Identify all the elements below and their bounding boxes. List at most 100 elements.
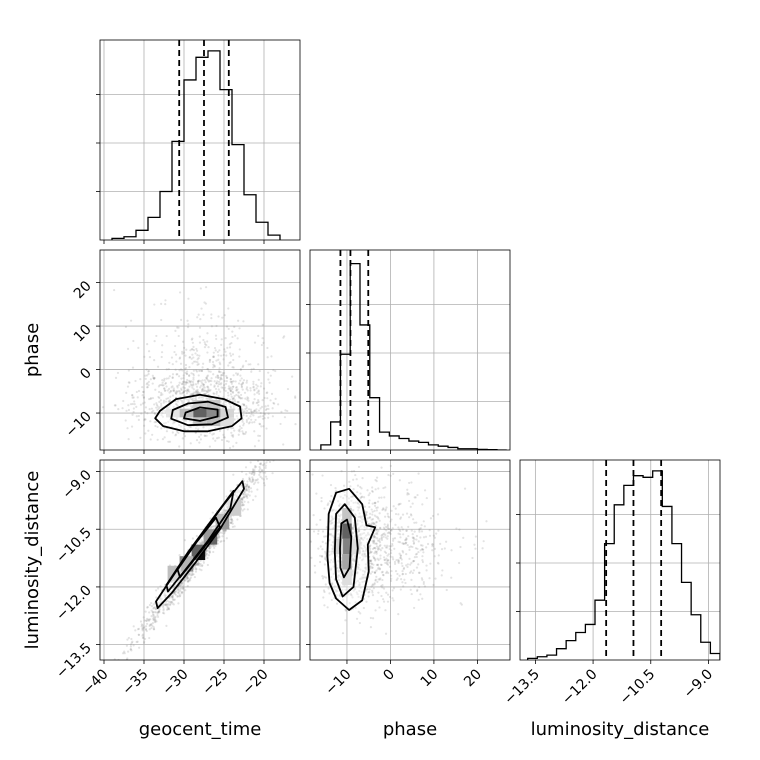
panel-geocent-time-vs-luminosity-distance-sample-point — [154, 615, 157, 618]
panel-geocent-time-vs-phase-sample-point — [231, 335, 234, 339]
panel-phase-vs-luminosity-distance-sample-point — [410, 561, 413, 565]
panel-geocent-time-vs-luminosity-distance-sample-point — [254, 481, 257, 484]
panel-geocent-time-vs-phase-sample-point — [229, 389, 232, 392]
panel-geocent-time-vs-phase-sample-point — [242, 403, 246, 406]
panel-geocent-time-vs-phase-sample-point — [196, 354, 199, 357]
panel-geocent-time-vs-phase-sample-point — [174, 391, 177, 394]
panel-geocent-time-vs-luminosity-distance-sample-point — [155, 620, 158, 623]
panel-geocent-time-vs-phase-sample-point — [172, 387, 175, 390]
panel-geocent-time-vs-luminosity-distance-sample-point — [201, 541, 204, 545]
panel-phase-vs-luminosity-distance-sample-point — [371, 591, 374, 594]
panel-phase-vs-luminosity-distance-sample-point — [409, 588, 412, 591]
panel-phase-vs-luminosity-distance-sample-point — [369, 528, 372, 531]
panel-phase-vs-luminosity-distance-sample-point — [357, 515, 360, 518]
panel-phase-vs-luminosity-distance-sample-point — [345, 495, 348, 498]
panel-geocent-time-vs-phase-sample-point — [171, 373, 175, 376]
panel-phase-vs-luminosity-distance-sample-point — [326, 606, 329, 609]
panel-phase-vs-luminosity-distance-sample-point — [378, 578, 381, 581]
panel-phase-vs-luminosity-distance-sample-point — [365, 511, 368, 514]
panel-geocent-time-vs-luminosity-distance-sample-point — [220, 531, 223, 534]
panel-geocent-time-vs-phase-sample-point — [259, 411, 262, 415]
panel-phase-vs-luminosity-distance-sample-point — [381, 547, 384, 550]
panel-geocent-time-vs-luminosity-distance-sample-point — [264, 466, 267, 469]
panel-geocent-time-vs-luminosity-distance-sample-point — [175, 589, 178, 593]
panel-geocent-time-vs-luminosity-distance-sample-point — [142, 636, 145, 639]
panel-phase-vs-luminosity-distance-sample-point — [367, 591, 370, 594]
panel-geocent-time-vs-phase-sample-point — [272, 401, 275, 405]
panel-phase-vs-luminosity-distance-sample-point — [344, 588, 347, 591]
panel-geocent-time-vs-phase-sample-point — [253, 388, 256, 391]
panel-geocent-time-vs-luminosity-distance-sample-point — [178, 584, 182, 587]
panel-geocent-time-vs-luminosity-distance-sample-point — [154, 611, 157, 614]
panel-geocent-time-vs-luminosity-distance-sample-point — [180, 586, 183, 590]
panel-geocent-time-vs-phase-sample-point — [194, 427, 198, 430]
panel-geocent-time-vs-luminosity-distance-sample-point — [236, 518, 239, 521]
panel-phase-vs-luminosity-distance-sample-point — [399, 517, 402, 520]
panel-phase-vs-luminosity-distance-sample-point — [338, 515, 342, 518]
panel-geocent-time-vs-luminosity-distance-sample-point — [123, 650, 126, 653]
panel-phase-vs-luminosity-distance-sample-point — [368, 505, 371, 509]
panel-geocent-time-vs-phase-sample-point — [228, 361, 231, 365]
panel-geocent-time-vs-phase-sample-point — [204, 302, 208, 305]
panel-phase-vs-luminosity-distance-sample-point — [330, 519, 333, 522]
panel-phase-vs-luminosity-distance-sample-point — [312, 530, 316, 533]
panel-geocent-time-vs-luminosity-distance-sample-point — [160, 597, 163, 600]
panel-phase-vs-luminosity-distance-sample-point — [458, 561, 461, 565]
panel-geocent-time-vs-phase-sample-point — [158, 396, 161, 400]
panel-geocent-time-vs-phase-sample-point — [164, 299, 167, 302]
panel-geocent-time-vs-phase-sample-point — [230, 382, 233, 385]
panel-phase-vs-luminosity-distance-sample-point — [350, 594, 353, 597]
panel-geocent-time-vs-luminosity-distance-sample-point — [158, 610, 161, 613]
panel-phase-vs-luminosity-distance-sample-point — [366, 588, 369, 591]
panel-geocent-time-vs-luminosity-distance-sample-point — [154, 620, 157, 623]
xtick-label-luminosity-distance: −13.5 — [501, 666, 543, 708]
panel-geocent-time-vs-luminosity-distance-sample-point — [231, 519, 234, 522]
panel-geocent-time-vs-phase-sample-point — [231, 391, 235, 394]
panel-geocent-time-vs-phase-sample-point — [164, 421, 167, 425]
panel-geocent-time-vs-luminosity-distance-sample-point — [259, 471, 262, 474]
panel-phase-vs-luminosity-distance-sample-point — [373, 552, 376, 555]
panel-geocent-time-vs-phase-sample-point — [171, 363, 174, 366]
panel-phase-vs-luminosity-distance-sample-point — [368, 516, 371, 519]
panel-geocent-time-vs-phase-sample-point — [229, 388, 232, 391]
panel-phase-vs-luminosity-distance-sample-point — [352, 523, 355, 527]
panel-geocent-time-vs-phase-sample-point — [127, 404, 130, 407]
panel-phase-vs-luminosity-distance-sample-point — [359, 519, 362, 523]
panel-geocent-time-vs-phase-sample-point — [214, 387, 218, 391]
panel-geocent-time-vs-phase-sample-point — [192, 356, 195, 359]
panel-geocent-time-vs-luminosity-distance-sample-point — [258, 462, 262, 465]
panel-geocent-time-vs-phase-sample-point — [144, 418, 147, 421]
panel-geocent-time-vs-phase-sample-point — [141, 390, 145, 394]
panel-phase-vs-luminosity-distance-sample-point — [393, 560, 397, 564]
panel-phase-vs-luminosity-distance-sample-point — [335, 594, 338, 597]
panel-phase-vs-luminosity-distance-sample-point — [331, 541, 334, 544]
panel-geocent-time-vs-phase-sample-point — [197, 380, 200, 383]
panel-geocent-time-vs-luminosity-distance-sample-point — [166, 599, 169, 602]
panel-geocent-time-vs-phase-sample-point — [170, 386, 173, 389]
panel-geocent-time-vs-luminosity-distance-sample-point — [130, 641, 133, 644]
panel-geocent-time-vs-phase-sample-point — [174, 329, 177, 332]
panel-geocent-time-vs-phase-sample-point — [220, 438, 224, 442]
panel-phase-vs-luminosity-distance-sample-point — [436, 561, 439, 564]
panel-phase-vs-luminosity-distance-sample-point — [399, 516, 403, 519]
panel-geocent-time-vs-phase-sample-point — [126, 347, 130, 350]
panel-geocent-time-vs-phase-sample-point — [214, 439, 217, 442]
panel-phase-vs-luminosity-distance-sample-point — [434, 577, 437, 580]
panel-geocent-time-vs-phase-sample-point — [237, 319, 240, 322]
panel-phase-vs-luminosity-distance-sample-point — [450, 549, 453, 552]
panel-phase-vs-luminosity-distance-sample-point — [373, 583, 376, 586]
panel-geocent-time-vs-phase-sample-point — [199, 380, 202, 383]
panel-geocent-time-vs-phase-sample-point — [190, 380, 193, 383]
panel-geocent-time-vs-luminosity-distance-sample-point — [273, 455, 275, 457]
panel-geocent-time-vs-phase-sample-point — [218, 380, 221, 383]
panel-geocent-time-vs-phase-sample-point — [192, 369, 195, 372]
panel-phase-vs-luminosity-distance-sample-point — [363, 573, 366, 576]
panel-phase-vs-luminosity-distance-sample-point — [371, 594, 375, 597]
panel-geocent-time-vs-phase-sample-point — [168, 387, 171, 390]
panel-geocent-time-vs-luminosity-distance-sample-point — [223, 511, 226, 514]
panel-geocent-time-vs-luminosity-distance-sample-point — [294, 440, 296, 442]
panel-phase-vs-luminosity-distance-sample-point — [395, 578, 398, 582]
panel-phase-vs-luminosity-distance-sample-point — [380, 537, 383, 540]
panel-phase-vs-luminosity-distance-sample-point — [411, 571, 414, 575]
panel-geocent-time-vs-phase-sample-point — [191, 398, 194, 401]
